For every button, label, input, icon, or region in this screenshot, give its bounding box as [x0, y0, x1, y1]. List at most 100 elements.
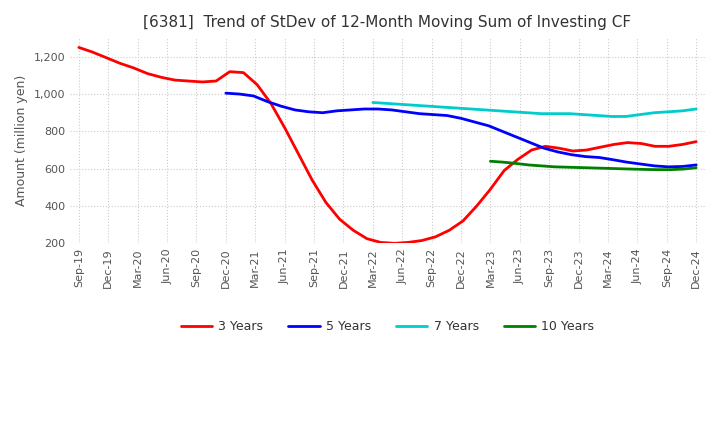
3 Years	[198, 79, 207, 84]
3 Years	[692, 139, 701, 144]
3 Years	[541, 144, 549, 149]
3 Years	[513, 157, 522, 162]
7 Years	[410, 103, 419, 108]
5 Years	[222, 91, 230, 96]
3 Years	[212, 78, 220, 84]
3 Years	[637, 141, 646, 146]
3 Years	[624, 140, 632, 145]
3 Years	[390, 241, 399, 246]
5 Years	[443, 113, 451, 118]
7 Years	[593, 113, 602, 118]
7 Years	[580, 112, 588, 117]
7 Years	[649, 110, 658, 115]
10 Years	[512, 161, 521, 166]
7 Years	[621, 114, 630, 119]
3 Years	[568, 148, 577, 154]
5 Years	[471, 119, 480, 125]
7 Years	[509, 109, 518, 114]
3 Years	[89, 49, 97, 55]
5 Years	[540, 146, 549, 151]
5 Years	[567, 152, 576, 158]
5 Years	[512, 134, 521, 139]
5 Years	[429, 112, 438, 117]
5 Years	[387, 107, 396, 113]
5 Years	[360, 106, 369, 112]
5 Years	[291, 107, 300, 113]
3 Years	[404, 240, 413, 245]
3 Years	[500, 168, 508, 173]
3 Years	[445, 227, 454, 233]
10 Years	[486, 158, 495, 164]
7 Years	[565, 111, 574, 116]
7 Years	[438, 105, 447, 110]
5 Years	[318, 110, 327, 115]
7 Years	[664, 109, 672, 114]
5 Years	[332, 108, 341, 114]
5 Years	[235, 92, 244, 97]
10 Years	[576, 165, 585, 170]
3 Years	[472, 203, 481, 209]
Line: 5 Years: 5 Years	[226, 93, 696, 167]
3 Years	[143, 71, 152, 76]
3 Years	[554, 146, 563, 151]
7 Years	[467, 106, 475, 112]
7 Years	[382, 101, 391, 106]
3 Years	[280, 125, 289, 130]
7 Years	[481, 107, 490, 113]
5 Years	[526, 140, 534, 145]
10 Years	[589, 165, 598, 171]
3 Years	[610, 142, 618, 147]
3 Years	[171, 77, 179, 83]
3 Years	[377, 240, 385, 245]
7 Years	[692, 106, 701, 112]
7 Years	[636, 112, 644, 117]
Title: [6381]  Trend of StDev of 12-Month Moving Sum of Investing CF: [6381] Trend of StDev of 12-Month Moving…	[143, 15, 631, 30]
10 Years	[615, 166, 624, 171]
10 Years	[499, 160, 508, 165]
3 Years	[349, 227, 358, 233]
5 Years	[415, 111, 424, 116]
5 Years	[249, 93, 258, 99]
7 Years	[397, 102, 405, 107]
10 Years	[679, 166, 688, 172]
3 Years	[459, 218, 467, 224]
3 Years	[665, 144, 673, 149]
3 Years	[431, 234, 440, 239]
3 Years	[266, 101, 275, 106]
5 Years	[554, 149, 562, 154]
5 Years	[636, 161, 645, 167]
5 Years	[664, 164, 672, 169]
5 Years	[650, 163, 659, 169]
10 Years	[628, 166, 636, 172]
3 Years	[582, 147, 590, 153]
3 Years	[116, 61, 125, 66]
3 Years	[336, 216, 344, 222]
5 Years	[374, 106, 382, 112]
7 Years	[495, 108, 504, 114]
5 Years	[623, 160, 631, 165]
3 Years	[321, 200, 330, 205]
3 Years	[239, 70, 248, 75]
3 Years	[418, 238, 426, 243]
7 Years	[678, 108, 686, 114]
10 Years	[563, 165, 572, 170]
7 Years	[608, 114, 616, 119]
3 Years	[527, 147, 536, 153]
10 Years	[653, 167, 662, 172]
3 Years	[596, 145, 605, 150]
Y-axis label: Amount (million yen): Amount (million yen)	[15, 75, 28, 206]
5 Years	[692, 162, 701, 168]
10 Years	[525, 162, 534, 168]
10 Years	[666, 167, 675, 172]
5 Years	[401, 109, 410, 114]
5 Years	[485, 123, 493, 128]
5 Years	[263, 99, 271, 104]
3 Years	[225, 69, 234, 74]
3 Years	[307, 177, 316, 183]
10 Years	[538, 163, 546, 169]
Legend: 3 Years, 5 Years, 7 Years, 10 Years: 3 Years, 5 Years, 7 Years, 10 Years	[176, 315, 599, 338]
5 Years	[581, 154, 590, 159]
3 Years	[253, 82, 261, 88]
3 Years	[184, 78, 193, 84]
3 Years	[651, 144, 660, 149]
